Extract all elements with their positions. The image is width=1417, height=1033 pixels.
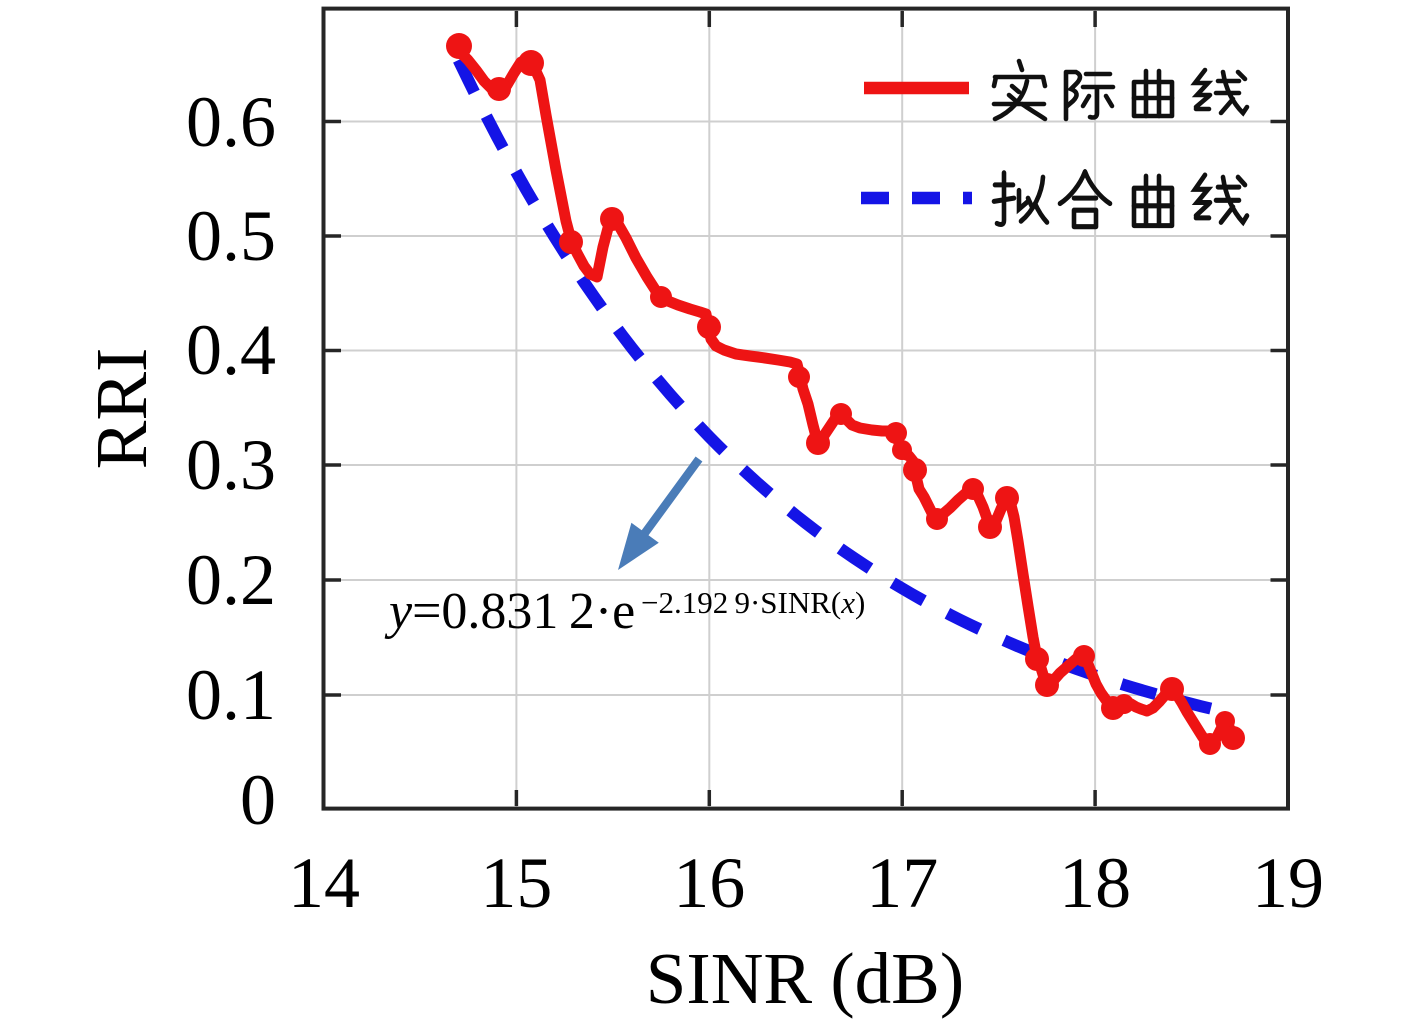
- svg-text:0.2: 0.2: [186, 540, 276, 620]
- svg-text:0.1: 0.1: [186, 655, 276, 735]
- svg-text:0.5: 0.5: [186, 196, 276, 276]
- svg-text:SINR (dB): SINR (dB): [646, 938, 964, 1019]
- svg-text:14: 14: [288, 843, 360, 923]
- svg-text:17: 17: [866, 843, 938, 923]
- svg-text:RRI: RRI: [81, 348, 162, 470]
- svg-text:0.4: 0.4: [186, 310, 276, 390]
- svg-text:−2.192 9·SINR(x): −2.192 9·SINR(x): [641, 585, 865, 620]
- svg-text:16: 16: [673, 843, 745, 923]
- svg-text:0: 0: [240, 760, 276, 840]
- svg-text:0.6: 0.6: [186, 82, 276, 162]
- svg-text:15: 15: [480, 843, 552, 923]
- svg-text:18: 18: [1059, 843, 1131, 923]
- svg-text:y=0.831 2·e: y=0.831 2·e: [384, 583, 635, 640]
- svg-text:0.3: 0.3: [186, 425, 276, 505]
- svg-text:19: 19: [1252, 843, 1324, 923]
